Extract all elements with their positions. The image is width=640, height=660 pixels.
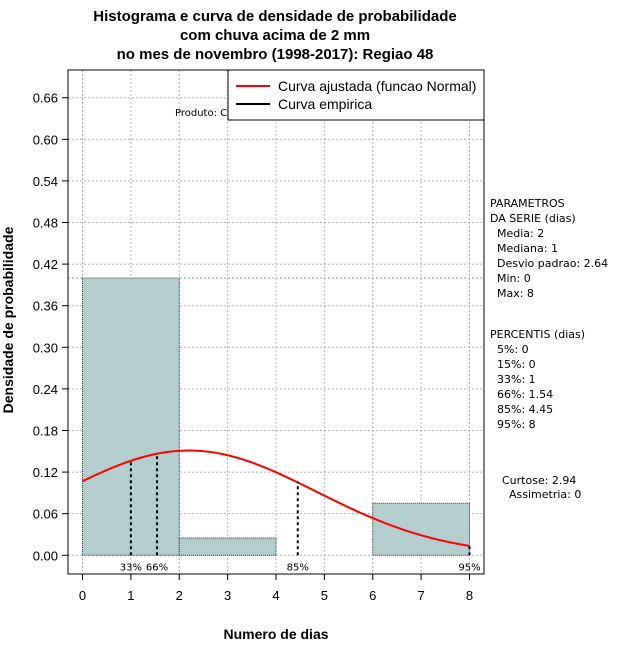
params-line-4: Desvio padrao: 2.64	[490, 257, 608, 270]
percentile-markers: 33% 66% 85% 95%	[120, 453, 481, 573]
y-tick-label-6: 0.36	[33, 299, 58, 314]
percentile-label-2: 85%	[287, 562, 309, 573]
x-tick-label-4: 4	[272, 588, 279, 603]
moments-line-1: Assimetria: 0	[502, 488, 581, 501]
y-tick-label-8: 0.48	[33, 216, 58, 231]
x-tick-label-1: 1	[127, 588, 134, 603]
percentis-line-2: 15%: 0	[490, 358, 536, 371]
legend-box	[227, 69, 485, 121]
axes: 0 1 2 3 4 5 6 7 8 0.00 0.06 0.12 0.18 0.24 0.30 0.36 0.4…	[33, 69, 485, 603]
chart-title-line-3: no mes de novembro (1998-2017): Regiao 4…	[117, 46, 434, 63]
y-axis-title: Densidade de probabilidade	[0, 226, 16, 413]
percentile-label-0: 33%	[120, 562, 142, 573]
y-tick-label-11: 0.66	[33, 91, 58, 106]
x-axis-title: Numero de dias	[223, 626, 328, 642]
x-tick-label-3: 3	[224, 588, 231, 603]
percentis-panel: PERCENTIS (dias) 5%: 0 15%: 0 33%: 1 66%…	[490, 328, 585, 431]
params-line-3: Mediana: 1	[490, 242, 558, 255]
x-tick-label-8: 8	[466, 588, 473, 603]
y-tick-label-4: 0.24	[33, 382, 58, 397]
percentis-line-5: 85%: 4.45	[490, 403, 553, 416]
histogram-bar-1	[178, 537, 277, 556]
normal-curve	[82, 449, 470, 547]
params-panel: PARAMETROS DA SERIE (dias) Media: 2 Media…	[490, 197, 608, 300]
x-tick-label-5: 5	[321, 588, 328, 603]
product-watermark: Produto: CPTEC/INPE	[175, 108, 279, 119]
y-tick-label-3: 0.18	[33, 423, 58, 438]
moments-line-0: Curtose: 2.94	[502, 474, 576, 487]
moments-panel: Curtose: 2.94 Assimetria: 0	[502, 474, 581, 501]
percentile-label-1: 66%	[146, 562, 168, 573]
params-line-0: PARAMETROS	[490, 197, 565, 210]
y-tick-label-2: 0.12	[33, 465, 58, 480]
histogram-bar-0	[82, 277, 180, 556]
y-tick-label-5: 0.30	[33, 340, 58, 355]
percentis-line-4: 66%: 1.54	[490, 388, 553, 401]
percentis-line-6: 95%: 8	[490, 418, 536, 431]
y-tick-label-7: 0.42	[33, 257, 58, 272]
percentile-label-3: 95%	[458, 562, 480, 573]
params-line-5: Min: 0	[490, 272, 531, 285]
chart-legend: Curva ajustada (funcao Normal) Curva emp…	[227, 69, 485, 121]
legend-label-normal: Curva ajustada (funcao Normal)	[278, 78, 476, 94]
legend-label-empirical: Curva empirica	[278, 96, 372, 112]
x-tick-label-7: 7	[417, 588, 424, 603]
y-tick-label-10: 0.60	[33, 132, 58, 147]
params-line-6: Max: 8	[490, 287, 534, 300]
x-tick-label-6: 6	[369, 588, 376, 603]
x-tick-label-2: 2	[176, 588, 183, 603]
y-tick-label-0: 0.00	[33, 548, 58, 563]
y-tick-label-1: 0.06	[33, 507, 58, 522]
normal-curve-line	[82, 449, 470, 547]
percentis-line-3: 33%: 1	[490, 373, 536, 386]
params-line-1: DA SERIE (dias)	[490, 212, 576, 225]
percentis-line-1: 5%: 0	[490, 343, 529, 356]
chart-title-line-1: Histograma e curva de densidade de proba…	[93, 8, 456, 25]
percentis-line-0: PERCENTIS (dias)	[490, 328, 585, 341]
chart-title-line-2: com chuva acima de 2 mm	[180, 27, 370, 44]
x-tick-label-0: 0	[79, 588, 86, 603]
params-line-2: Media: 2	[490, 227, 544, 240]
y-tick-label-9: 0.54	[33, 174, 58, 189]
histogram-bar-3	[372, 502, 470, 556]
histogram-bars	[82, 277, 470, 556]
